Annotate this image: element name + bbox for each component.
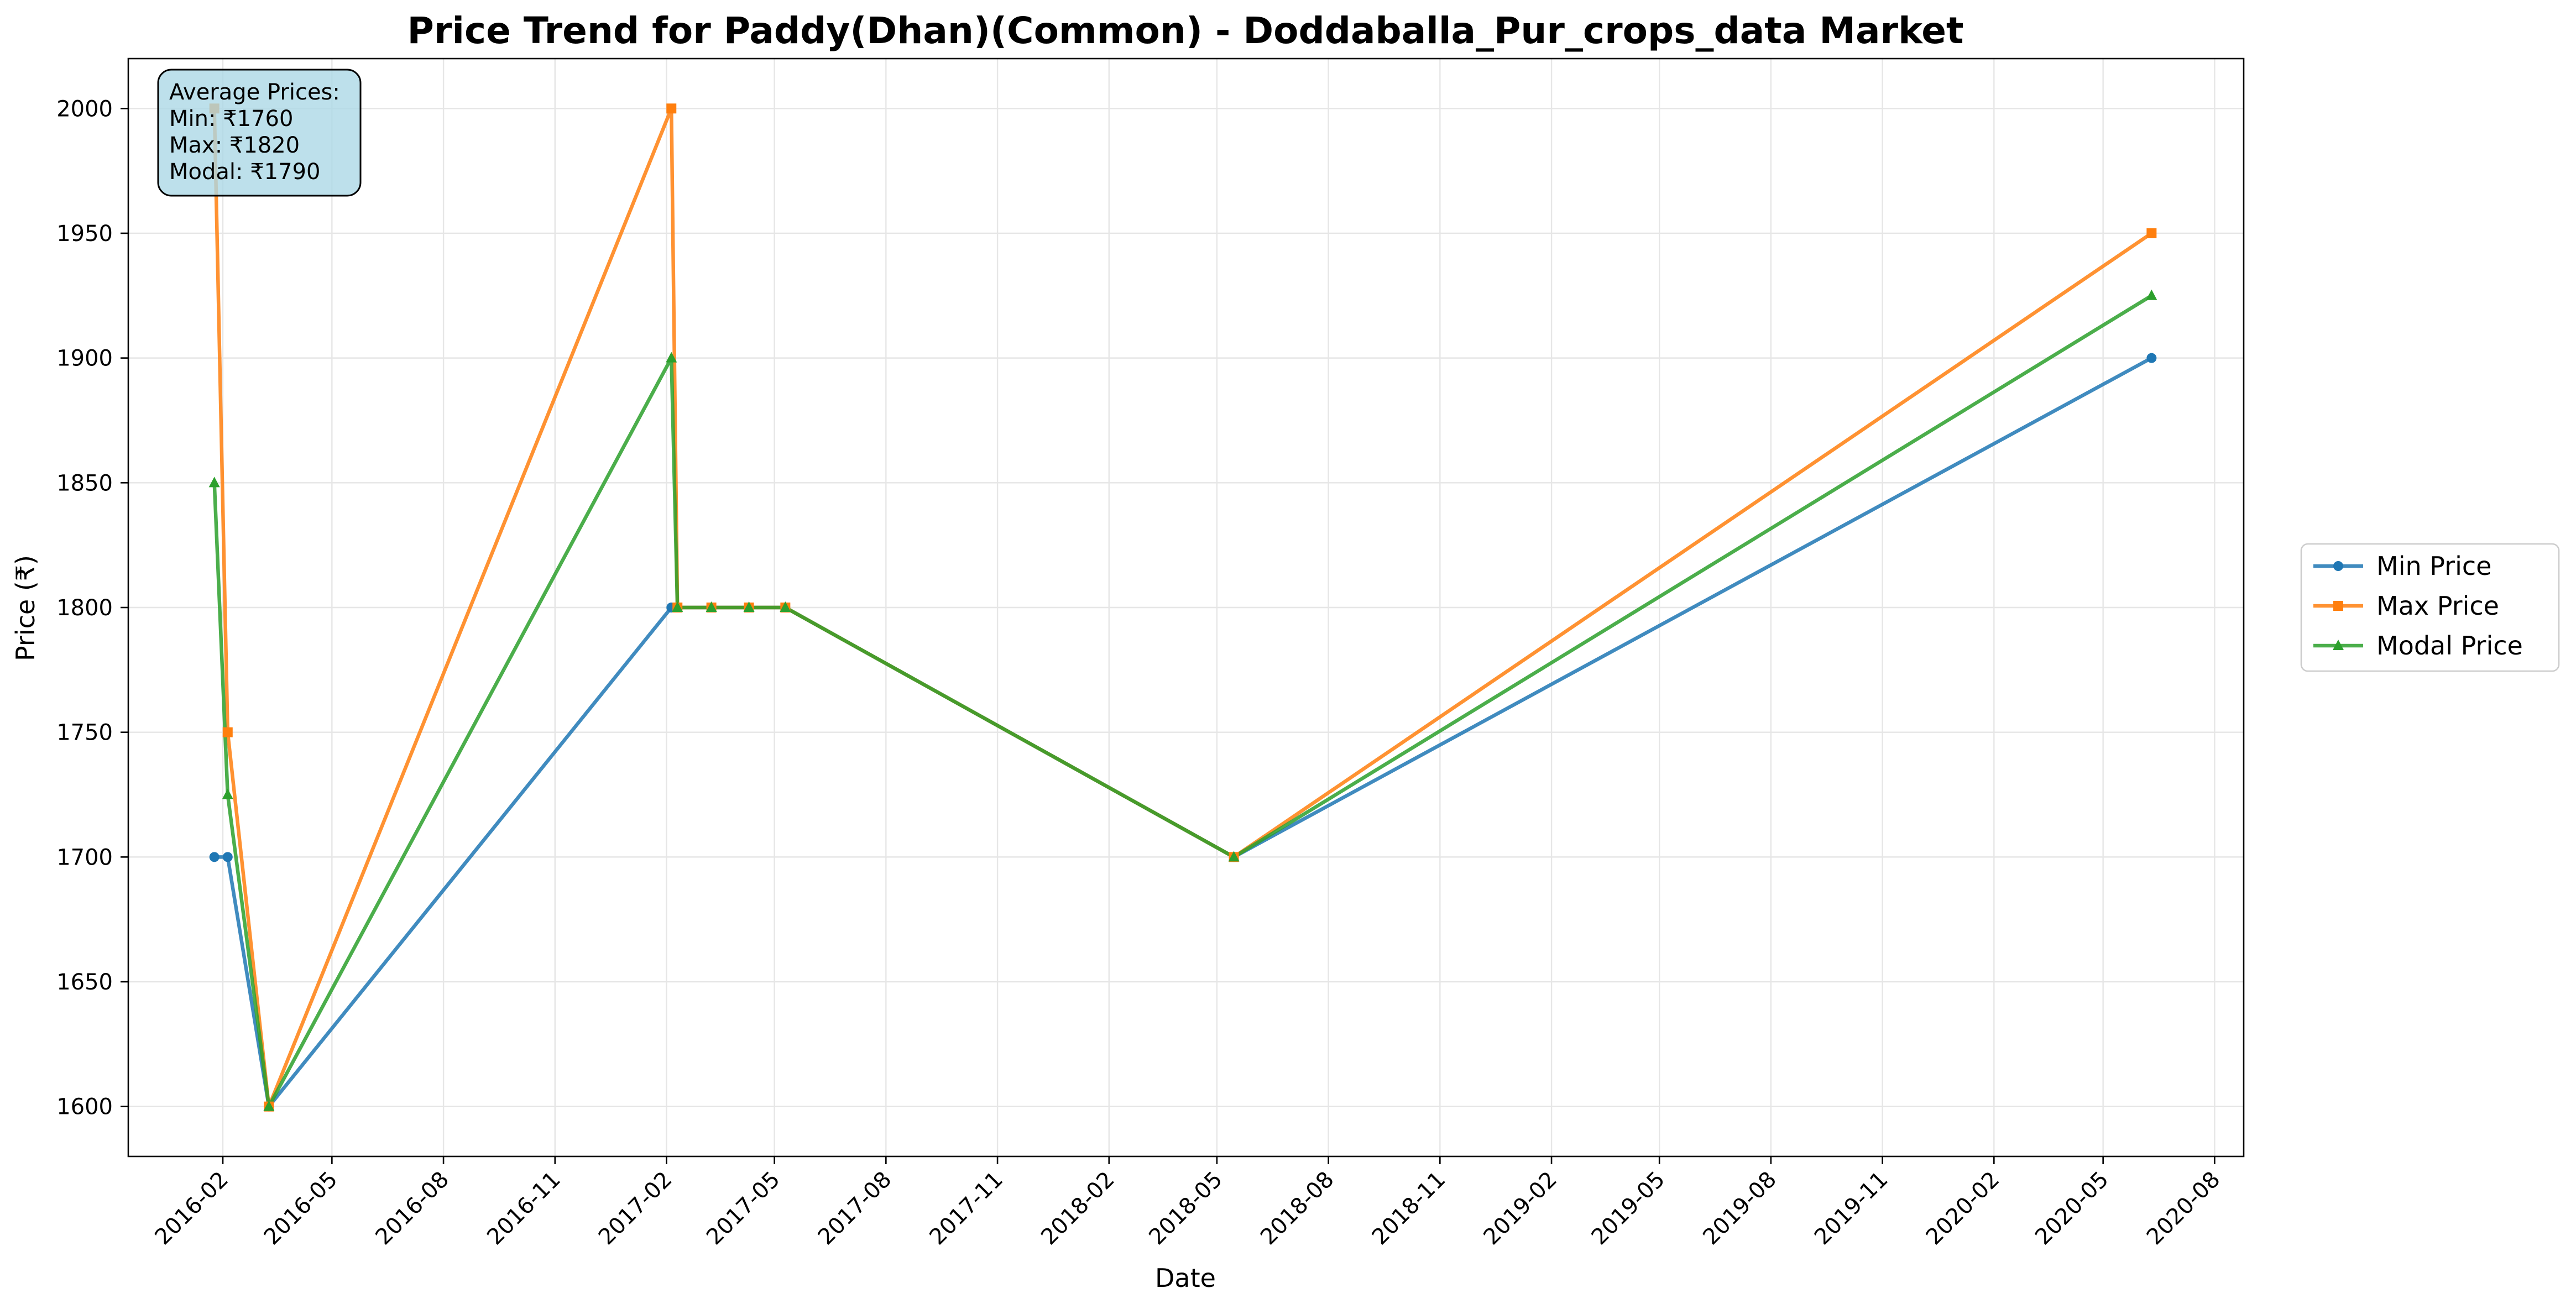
- modal-price-legend-marker: [2333, 640, 2344, 650]
- modal-price-point: [706, 601, 717, 612]
- y-tick-label: 1600: [56, 1095, 113, 1120]
- series-lines: [212, 107, 2153, 1108]
- y-tick-label: 1900: [56, 346, 113, 371]
- stats-line-max: Max: ₹1820: [169, 133, 300, 158]
- min-price-legend-marker: [2333, 561, 2343, 571]
- max-price-point: [2146, 228, 2157, 238]
- legend: Min Price Max Price Modal Price: [2300, 543, 2560, 672]
- y-tick-label: 1750: [56, 720, 113, 746]
- min-price-point: [2146, 353, 2157, 363]
- modal-price-point: [780, 601, 791, 612]
- min-price-point: [209, 852, 220, 862]
- y-tick-label: 1650: [56, 970, 113, 995]
- modal-price-point: [222, 788, 233, 799]
- average-prices-box: Average Prices: Min: ₹1760 Max: ₹1820 Mo…: [157, 69, 362, 197]
- min-price-point: [222, 852, 233, 862]
- max-price-point: [666, 103, 677, 114]
- y-tick-label: 1700: [56, 845, 113, 870]
- average-prices-box-background: [157, 69, 362, 197]
- max-price-point: [222, 727, 233, 737]
- chart-title: Price Trend for Paddy(Dhan)(Common) - Do…: [407, 9, 1963, 52]
- series-markers: [208, 103, 2157, 1112]
- y-axis-ticks: 1600 1650 1700 1750 1800 1850 1900 1950 2000: [56, 96, 128, 1120]
- stats-line-heading: Average Prices:: [169, 80, 340, 105]
- y-tick-label: 1950: [56, 221, 113, 247]
- modal-price-point: [666, 352, 677, 363]
- grid: [128, 59, 2244, 1156]
- min-price-legend-label: Min Price: [2376, 551, 2491, 581]
- y-axis-label: Price (₹): [11, 555, 40, 661]
- y-tick-label: 2000: [56, 96, 113, 122]
- max-price-legend-marker: [2333, 601, 2343, 611]
- modal-price-point: [672, 601, 683, 612]
- legend-box: [2300, 543, 2560, 672]
- modal-price-point: [208, 477, 220, 488]
- y-tick-label: 1850: [56, 470, 113, 496]
- modal-price-legend-label: Modal Price: [2376, 631, 2523, 661]
- modal-price-point: [2146, 289, 2157, 300]
- y-tick-label: 1800: [56, 595, 113, 621]
- modal-price-point: [263, 1100, 275, 1111]
- stats-line-min: Min: ₹1760: [169, 106, 293, 132]
- max-price-legend-label: Max Price: [2376, 591, 2499, 621]
- modal-price-line: [212, 294, 2153, 1108]
- x-axis-label: Date: [1155, 1263, 1216, 1293]
- modal-price-point: [1228, 851, 1240, 862]
- modal-price-point: [743, 601, 755, 612]
- stats-line-modal: Modal: ₹1790: [169, 159, 320, 185]
